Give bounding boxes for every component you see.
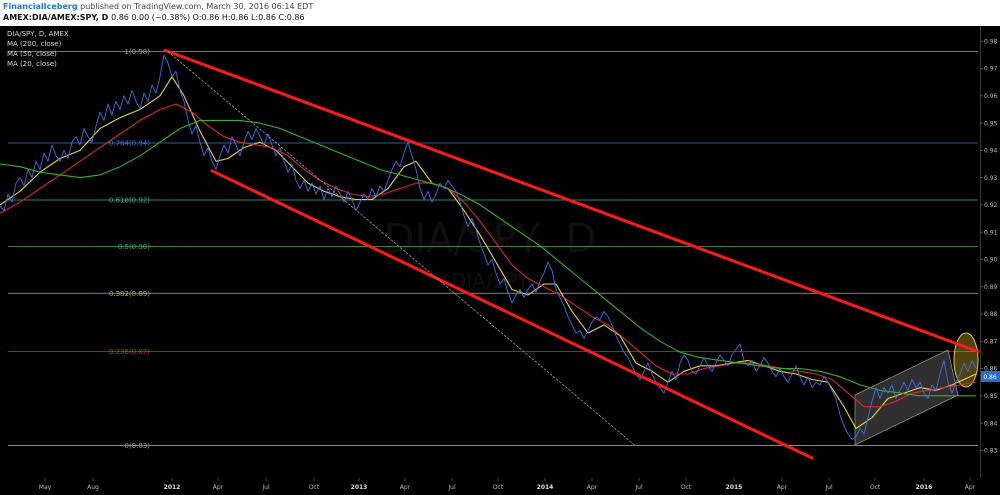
y-tick-label-11: 0.87 — [984, 338, 998, 345]
series-1-line[interactable] — [0, 76, 977, 430]
x-tick-label-12: Jul — [634, 484, 643, 491]
y-tick-label-14: 0.84 — [984, 420, 998, 427]
legend-ma20[interactable]: MA (20, close) — [7, 60, 57, 68]
series-2-line[interactable] — [0, 103, 977, 408]
fib-label-3: 0.5(0.90) — [118, 243, 150, 251]
y-tick-label-3: 0.95 — [984, 120, 998, 127]
last-price-label: 0.86 — [983, 374, 997, 381]
y-tick-label-9: 0.89 — [984, 284, 998, 291]
fib-label-0: 1(0.98) — [124, 48, 150, 56]
x-tick-label-10: 2014 — [537, 484, 554, 491]
x-tick-label-7: Apr — [400, 484, 411, 491]
y-tick-label-6: 0.92 — [984, 202, 998, 209]
x-tick-label-18: 2016 — [916, 484, 933, 491]
trendline-fib-diagonal[interactable] — [167, 51, 636, 446]
fib-label-4: 0.382(0.89) — [109, 290, 150, 298]
legend-ma200[interactable]: MA (200, close) — [7, 40, 62, 48]
author-name[interactable]: FinancialIceberg — [3, 2, 78, 11]
symbol-name: AMEX:DIA/AMEX:SPY, D — [3, 13, 109, 22]
x-tick-label-0: May — [39, 484, 52, 491]
legend-title[interactable]: DIA/SPY, D, AMEX — [7, 30, 69, 38]
trendlines — [163, 48, 980, 460]
y-tick-label-12: 0.86 — [984, 366, 998, 373]
fib-label-1: 0.764(0.94) — [109, 140, 150, 148]
last-price-marker: 0.86 — [981, 371, 1000, 382]
fib-label-6: 0(0.83) — [124, 442, 150, 450]
price-axis[interactable]: 0.98 0.97 0.96 0.95 0.94 0.93 0.92 0.91 0.90 0.89… — [980, 38, 998, 455]
x-tick-label-5: Oct — [309, 484, 320, 491]
y-tick-label-10: 0.88 — [984, 311, 998, 318]
x-tick-label-3: Apr — [213, 484, 224, 491]
series-layer — [0, 54, 977, 440]
y-tick-label-0: 0.98 — [984, 38, 998, 45]
y-tick-label-7: 0.91 — [984, 229, 998, 236]
x-tick-label-17: Oct — [870, 484, 881, 491]
watermark-sub: DIA/SPY — [451, 269, 530, 293]
fib-label-2: 0.618(0.92) — [109, 197, 150, 205]
x-tick-label-16: Jul — [824, 484, 833, 491]
publish-info: FinancialIceberg published on TradingVie… — [3, 2, 313, 11]
time-axis-background — [0, 478, 1000, 495]
x-tick-label-4: Jul — [261, 484, 270, 491]
y-tick-label-1: 0.97 — [984, 66, 998, 73]
symbol-info: AMEX:DIA/AMEX:SPY, D 0.86 0.00 (−0.38%) … — [3, 13, 305, 22]
chart-area[interactable]: DIA/SPY, D DIA/SPY 1(0.98) 0.764(0.94) 0.6… — [0, 26, 1000, 495]
x-tick-label-9: Oct — [493, 484, 504, 491]
x-tick-label-1: Aug — [87, 484, 99, 491]
x-tick-label-11: Apr — [587, 484, 598, 491]
series-0-line[interactable] — [0, 54, 977, 440]
x-tick-label-6: 2013 — [351, 484, 368, 491]
y-tick-label-4: 0.94 — [984, 148, 998, 155]
x-tick-label-15: Apr — [777, 484, 788, 491]
fib-label-5: 0.236(0.87) — [109, 348, 150, 356]
x-tick-label-14: 2015 — [726, 484, 743, 491]
y-tick-label-13: 0.85 — [984, 393, 998, 400]
trendline-upper[interactable] — [163, 48, 980, 354]
y-tick-label-15: 0.83 — [984, 448, 998, 455]
time-axis[interactable]: May Aug 2012 Apr Jul Oct 2013 Apr Jul Oct 2014 Apr J… — [39, 478, 976, 491]
trendline-lower[interactable] — [210, 169, 814, 460]
x-tick-label-8: Jul — [447, 484, 456, 491]
chart-svg[interactable]: DIA/SPY, D DIA/SPY 1(0.98) 0.764(0.94) 0.6… — [0, 26, 1000, 495]
y-tick-label-2: 0.96 — [984, 93, 998, 100]
ohlc-values: 0.86 0.00 (−0.38%) O:0.86 H:0.86 L:0.86 … — [111, 13, 305, 22]
x-tick-label-19: Apr — [965, 484, 976, 491]
price-axis-background — [980, 26, 1000, 478]
x-tick-label-2: 2012 — [164, 484, 181, 491]
series-3-line[interactable] — [0, 119, 976, 397]
rising-channel[interactable] — [854, 349, 959, 446]
last-price-tag — [981, 371, 1000, 382]
published-text: published on TradingView.com, March 30, … — [80, 2, 314, 11]
legend-ma50[interactable]: MA (50, close) — [7, 50, 57, 58]
watermark-main: DIA/SPY, D — [384, 216, 597, 262]
chart-header: FinancialIceberg published on TradingVie… — [0, 0, 1000, 27]
y-tick-label-8: 0.90 — [984, 257, 998, 264]
y-tick-label-5: 0.93 — [984, 175, 998, 182]
x-tick-label-13: Oct — [681, 484, 692, 491]
indicator-legend: DIA/SPY, D, AMEX MA (200, close) MA (50,… — [7, 30, 69, 68]
